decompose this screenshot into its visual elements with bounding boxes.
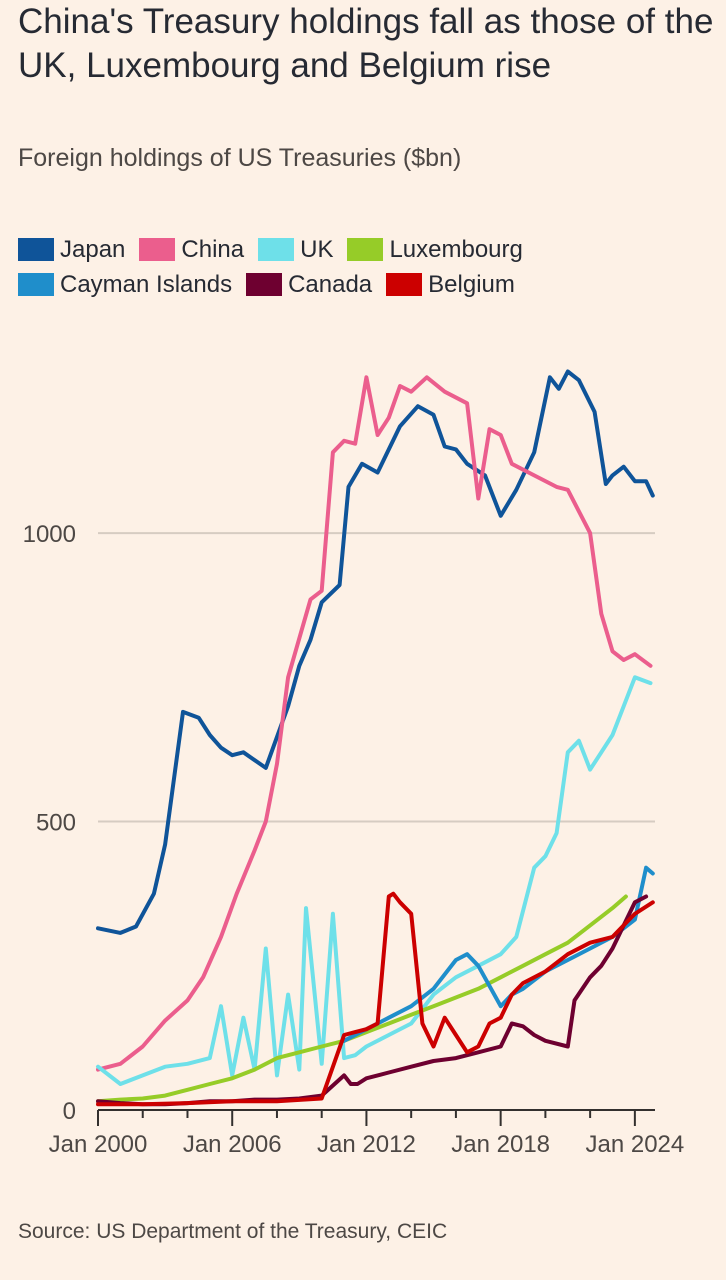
- x-tick-label-2024: Jan 2024: [585, 1131, 684, 1158]
- legend-item-luxembourg: Luxembourg: [347, 235, 523, 264]
- x-axis: Jan 2000 Jan 2006 Jan 2012 Jan 2018 Jan 2024: [49, 1109, 684, 1158]
- x-tick-label-2012: Jan 2012: [317, 1131, 416, 1158]
- legend-label-canada: Canada: [288, 270, 373, 298]
- legend-item-canada: Canada: [246, 271, 372, 299]
- legend-swatch-japan: [18, 238, 54, 261]
- chart-title: China's Treasury holdings fall as those …: [18, 2, 714, 85]
- series-line-china: [96, 375, 653, 1072]
- series-line-belgium: [96, 891, 655, 1107]
- legend-item-japan: Japan: [18, 236, 125, 264]
- legend-label-uk: UK: [300, 235, 334, 263]
- legend-swatch-belgium: [386, 273, 423, 296]
- line-chart: Jan 2000 Jan 2006 Jan 2012 Jan 2018 Jan 2024…: [23, 369, 684, 1158]
- series-line-japan: [96, 369, 655, 935]
- source-note: Source: US Department of the Treasury, C…: [18, 1220, 448, 1243]
- y-tick-label-0: 0: [63, 1098, 76, 1125]
- legend-item-cayman-islands: Cayman Islands: [18, 271, 232, 299]
- series-lines: [96, 369, 655, 1107]
- legend-item-uk: UK: [258, 236, 333, 264]
- x-tick-label-2018: Jan 2018: [451, 1131, 550, 1158]
- legend-label-luxembourg: Luxembourg: [389, 235, 523, 263]
- legend-label-china: China: [181, 235, 245, 263]
- legend: Japan China UK Luxembourg Cayman Islands…: [18, 232, 718, 302]
- series-line-luxembourg: [96, 894, 628, 1104]
- legend-row-2: Cayman Islands Canada Belgium: [18, 267, 718, 302]
- legend-label-cayman-islands: Cayman Islands: [60, 270, 233, 298]
- chart-subtitle: Foreign holdings of US Treasuries ($bn): [18, 144, 462, 172]
- legend-swatch-cayman-islands: [18, 273, 54, 296]
- y-tick-label-1000: 1000: [23, 521, 76, 548]
- legend-label-belgium: Belgium: [428, 270, 515, 298]
- legend-row-1: Japan China UK Luxembourg: [18, 232, 718, 267]
- y-tick-label-500: 500: [36, 810, 76, 837]
- legend-item-belgium: Belgium: [386, 271, 515, 299]
- legend-swatch-luxembourg: [347, 238, 384, 261]
- legend-item-china: China: [139, 236, 244, 264]
- legend-swatch-canada: [246, 273, 283, 296]
- y-axis-labels: 0 500 1000: [23, 521, 76, 1125]
- grid-lines: [98, 532, 655, 823]
- legend-swatch-china: [139, 238, 176, 261]
- x-tick-label-2006: Jan 2006: [183, 1131, 282, 1158]
- series-line-canada: [96, 894, 649, 1107]
- x-tick-label-2000: Jan 2000: [49, 1131, 148, 1158]
- series-line-uk: [96, 675, 653, 1086]
- legend-swatch-uk: [258, 238, 295, 261]
- legend-label-japan: Japan: [60, 235, 126, 263]
